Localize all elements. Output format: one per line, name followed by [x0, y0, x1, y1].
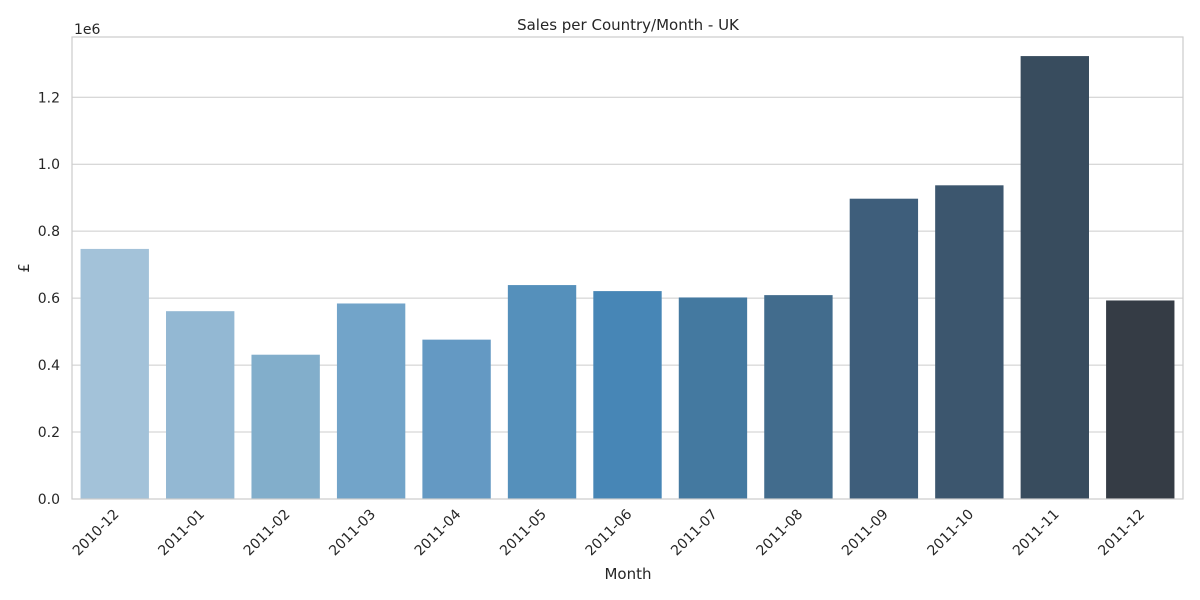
- bar-2011-10: [935, 185, 1004, 499]
- y-axis-label: £: [15, 263, 33, 273]
- x-tick-label: 2011-04: [412, 506, 465, 559]
- y-offset-label: 1e6: [74, 22, 101, 38]
- x-tick-label: 2010-12: [70, 507, 123, 560]
- x-tick-label: 2011-10: [924, 507, 977, 560]
- y-tick-label: 1.0: [38, 157, 60, 173]
- bars: [80, 56, 1175, 499]
- chart-title: Sales per Country/Month - UK: [517, 16, 740, 34]
- x-tick-label: 2011-07: [668, 507, 721, 560]
- x-tick-label: 2011-12: [1095, 507, 1148, 560]
- x-tick-label: 2011-03: [326, 507, 379, 560]
- x-tick-label: 2011-06: [583, 506, 636, 559]
- plot-frame: [71, 36, 1184, 500]
- y-tick-label: 0.2: [38, 425, 60, 441]
- bar-2011-04: [422, 339, 491, 499]
- y-axis-ticks: 0.0 0.2 0.4 0.6 0.8 1.0 1.2: [38, 90, 60, 508]
- y-tick-label: 0.6: [38, 291, 60, 307]
- bar-2011-05: [507, 285, 577, 499]
- bar-2011-01: [166, 311, 235, 499]
- y-tick-label: 0.0: [38, 492, 60, 508]
- x-tick-label: 2011-01: [155, 507, 208, 560]
- bar-2011-12: [1106, 300, 1175, 499]
- y-tick-label: 1.2: [38, 90, 60, 106]
- x-tick-label: 2011-02: [241, 507, 294, 560]
- y-tick-label: 0.4: [38, 358, 60, 374]
- x-tick-label: 2011-11: [1010, 507, 1063, 560]
- bar-2011-08: [764, 295, 833, 499]
- x-tick-label: 2011-09: [839, 507, 892, 560]
- bar-2011-02: [251, 354, 320, 499]
- bar-2011-09: [849, 198, 919, 499]
- bar-2011-11: [1020, 56, 1089, 499]
- bar-2011-06: [593, 291, 662, 499]
- x-axis-label: Month: [604, 565, 651, 583]
- x-tick-label: 2011-05: [497, 507, 550, 560]
- y-tick-label: 0.8: [38, 224, 60, 240]
- bar-2011-03: [336, 303, 406, 499]
- bar-2010-12: [80, 248, 149, 499]
- x-tick-label: 2011-08: [754, 507, 807, 560]
- bar-2011-07: [678, 297, 748, 499]
- x-axis-ticks: 2010-12 2011-01 2011-02 2011-03 2011-04 2011-…: [70, 506, 1148, 559]
